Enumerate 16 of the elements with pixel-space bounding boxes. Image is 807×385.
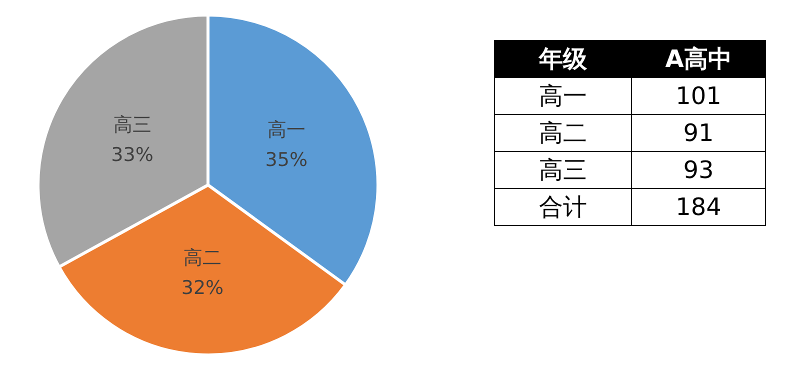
data-label: 91 xyxy=(632,114,766,152)
slice-label: 高一 xyxy=(267,119,306,142)
data-label: 32% xyxy=(181,276,224,299)
category-label: 高二 xyxy=(494,114,632,152)
category-label: 高一 xyxy=(494,78,632,114)
slice-label: 高三 xyxy=(113,114,152,136)
data-label: 35% xyxy=(265,149,308,172)
data-label: 101 xyxy=(632,78,766,114)
data-label: 184 xyxy=(632,188,766,226)
category-label: 高三 xyxy=(494,152,632,188)
data-label: 33% xyxy=(111,144,154,166)
data-label: 93 xyxy=(632,152,766,188)
category-label: 合计 xyxy=(494,188,632,226)
text: A高中 xyxy=(632,40,766,78)
slice-label: 高二 xyxy=(183,246,222,269)
text: 年级 xyxy=(494,40,632,78)
